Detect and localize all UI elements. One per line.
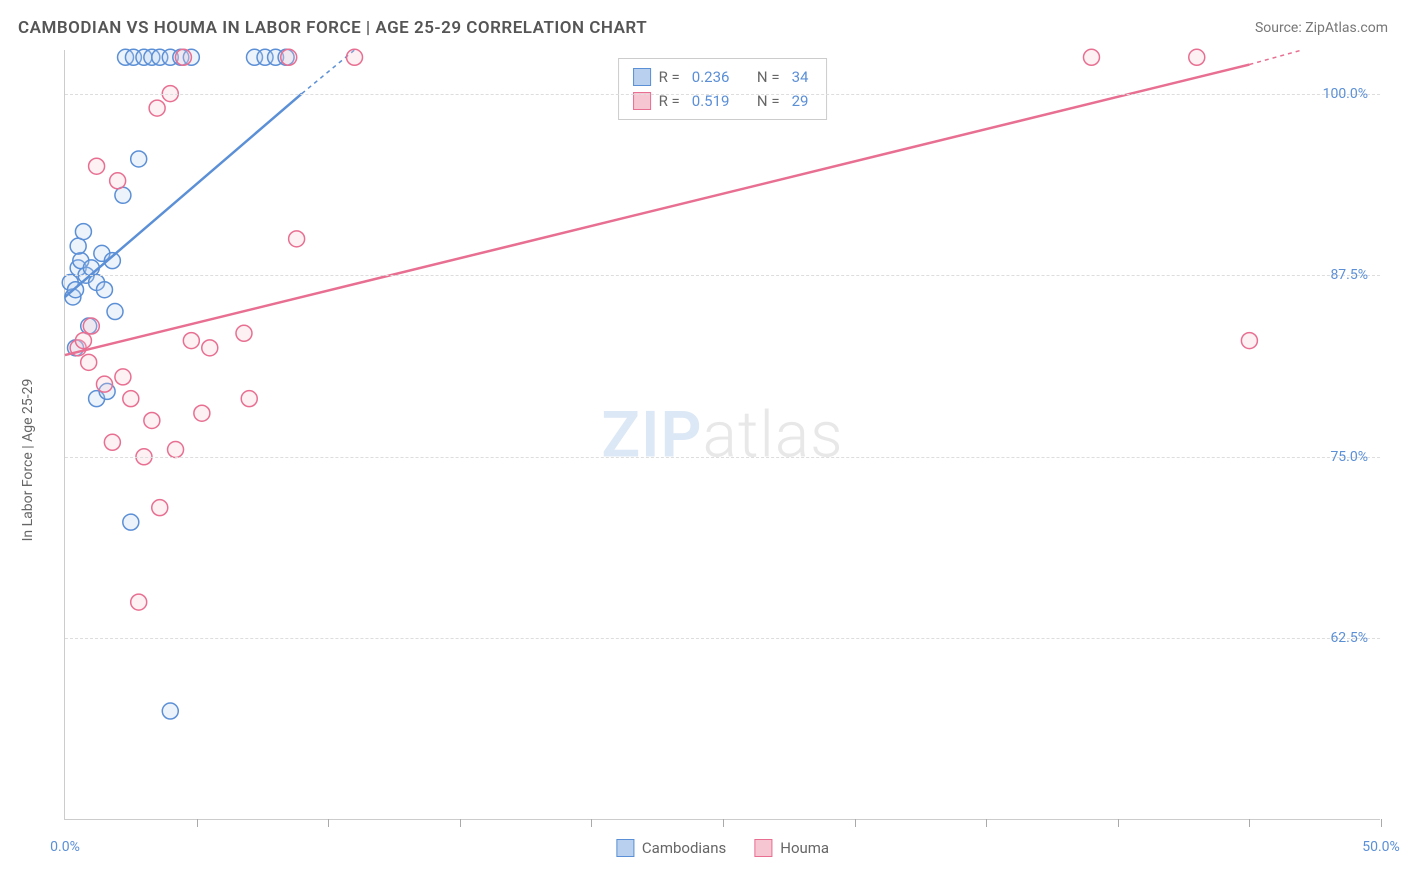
legend-r-prefix: R = — [659, 68, 680, 86]
data-point — [175, 49, 191, 65]
data-point — [70, 238, 86, 254]
data-point — [162, 703, 178, 719]
legend-item-1: Houma — [754, 839, 829, 857]
data-point — [110, 173, 126, 189]
legend-n-value-0: 34 — [792, 68, 809, 86]
trend-line — [65, 94, 302, 297]
legend-item-0: Cambodians — [616, 839, 726, 857]
data-point — [168, 442, 184, 458]
data-point — [104, 434, 120, 450]
plot-region: ZIPatlas R = 0.236 N = 34 R = 0.519 — [64, 50, 1380, 820]
data-point — [89, 158, 105, 174]
correlation-legend: R = 0.236 N = 34 R = 0.519 N = 29 — [618, 58, 828, 120]
legend-label-0: Cambodians — [642, 839, 726, 857]
data-point — [83, 318, 99, 334]
legend-n-prefix: N = — [757, 68, 780, 86]
legend-swatch-bottom-1 — [754, 839, 772, 857]
data-point — [131, 151, 147, 167]
legend-n-prefix: N = — [757, 92, 780, 110]
data-point — [1083, 49, 1099, 65]
chart-title: CAMBODIAN VS HOUMA IN LABOR FORCE | AGE … — [18, 18, 647, 38]
x-tick — [723, 819, 724, 827]
source-attribution: Source: ZipAtlas.com — [1255, 20, 1388, 36]
x-tick — [591, 819, 592, 827]
data-point — [123, 514, 139, 530]
x-tick — [1249, 819, 1250, 827]
y-tick-label: 100.0% — [1323, 86, 1368, 102]
data-point — [241, 391, 257, 407]
data-point — [75, 333, 91, 349]
x-tick — [328, 819, 329, 827]
legend-swatch-1 — [633, 92, 651, 110]
gridline-h — [65, 457, 1380, 458]
data-point — [202, 340, 218, 356]
data-point — [236, 325, 252, 341]
x-tick — [855, 819, 856, 827]
data-point — [1189, 49, 1205, 65]
data-point — [123, 391, 139, 407]
data-point — [131, 594, 147, 610]
data-point — [1241, 333, 1257, 349]
data-point — [281, 49, 297, 65]
x-tick-label: 50.0% — [1362, 839, 1400, 855]
data-point — [289, 231, 305, 247]
scatter-svg — [65, 50, 1380, 819]
data-point — [194, 405, 210, 421]
legend-row-series-0: R = 0.236 N = 34 — [633, 65, 813, 89]
data-point — [149, 100, 165, 116]
data-point — [152, 500, 168, 516]
chart-area: In Labor Force | Age 25-29 ZIPatlas R = … — [18, 50, 1388, 870]
legend-label-1: Houma — [780, 839, 829, 857]
x-tick — [197, 819, 198, 827]
data-point — [96, 282, 112, 298]
data-point — [347, 49, 363, 65]
data-point — [183, 333, 199, 349]
y-axis-title: In Labor Force | Age 25-29 — [20, 379, 36, 542]
source-link[interactable]: ZipAtlas.com — [1305, 20, 1388, 36]
series-legend: Cambodians Houma — [616, 839, 829, 857]
trend-line-extrapolated — [1249, 50, 1302, 65]
legend-n-value-1: 29 — [792, 92, 809, 110]
data-point — [81, 354, 97, 370]
x-tick — [1118, 819, 1119, 827]
gridline-h — [65, 94, 1380, 95]
legend-r-value-0: 0.236 — [692, 68, 730, 86]
y-tick-label: 87.5% — [1330, 267, 1368, 283]
y-tick-label: 62.5% — [1330, 630, 1368, 646]
data-point — [115, 369, 131, 385]
x-tick — [986, 819, 987, 827]
data-point — [75, 224, 91, 240]
data-point — [107, 304, 123, 320]
data-point — [144, 412, 160, 428]
legend-r-value-1: 0.519 — [692, 92, 730, 110]
gridline-h — [65, 275, 1380, 276]
data-point — [96, 376, 112, 392]
legend-r-prefix: R = — [659, 92, 680, 110]
chart-header: CAMBODIAN VS HOUMA IN LABOR FORCE | AGE … — [18, 18, 1388, 38]
gridline-h — [65, 638, 1380, 639]
source-label: Source: — [1255, 20, 1305, 36]
x-tick-label: 0.0% — [50, 839, 80, 855]
legend-swatch-bottom-0 — [616, 839, 634, 857]
x-tick — [460, 819, 461, 827]
y-tick-label: 75.0% — [1330, 449, 1368, 465]
data-point — [115, 187, 131, 203]
x-tick — [1381, 819, 1382, 827]
legend-swatch-0 — [633, 68, 651, 86]
